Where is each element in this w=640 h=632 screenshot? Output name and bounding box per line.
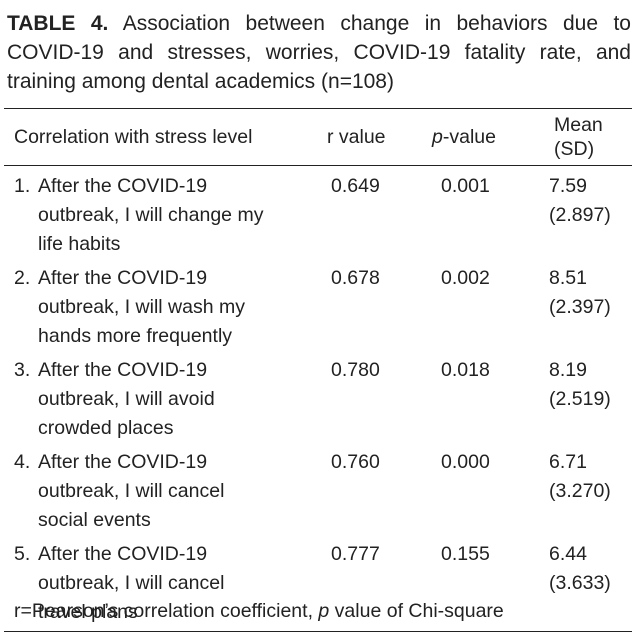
row-number: 1.: [14, 175, 31, 197]
header-p-italic: p: [432, 126, 443, 148]
row-r-value: 0.649: [331, 175, 380, 197]
table-footnote: r=Pearson’s correlation coefficient, p v…: [14, 598, 504, 624]
header-mean-sd: Mean (SD): [542, 108, 632, 166]
header-p-value: p-value: [428, 108, 542, 166]
table-header-row: Correlation with stress level r value p-…: [4, 108, 632, 166]
table-row: 2. After the COVID-19 outbreak, I will wa…: [4, 259, 632, 351]
row-statement: After the COVID-19 outbreak, I will canc…: [38, 543, 225, 623]
row-p-value: 0.002: [441, 267, 490, 289]
table-row: 1. After the COVID-19 outbreak, I will ch…: [4, 166, 632, 260]
row-mean-sd: 6.71 (3.270): [549, 451, 611, 502]
row-statement: After the COVID-19 outbreak, I will canc…: [38, 451, 225, 531]
row-number: 4.: [14, 451, 31, 473]
row-number: 3.: [14, 359, 31, 381]
row-p-value: 0.018: [441, 359, 490, 381]
table-row: 5. After the COVID-19 outbreak, I will ca…: [4, 535, 632, 632]
row-number: 5.: [14, 543, 31, 565]
row-mean-sd: 7.59 (2.897): [549, 175, 611, 226]
footnote-p-italic: p: [318, 600, 330, 622]
header-r-value: r value: [313, 108, 428, 166]
row-r-value: 0.760: [331, 451, 380, 473]
table-row: 3. After the COVID-19 outbreak, I will av…: [4, 351, 632, 443]
table-caption-label: TABLE 4.: [7, 12, 109, 35]
row-p-value: 0.000: [441, 451, 490, 473]
row-number: 2.: [14, 267, 31, 289]
table-row: 4. After the COVID-19 outbreak, I will ca…: [4, 443, 632, 535]
row-statement: After the COVID-19 outbreak, I will wash…: [38, 267, 245, 347]
correlation-table: Correlation with stress level r value p-…: [4, 108, 632, 632]
row-r-value: 0.678: [331, 267, 380, 289]
row-statement: After the COVID-19 outbreak, I will chan…: [38, 175, 264, 255]
row-mean-sd: 6.44 (3.633): [542, 535, 632, 632]
row-p-value: 0.001: [441, 175, 490, 197]
row-mean-sd: 8.19 (2.519): [549, 359, 611, 410]
header-p-rest: -value: [442, 126, 496, 148]
header-correlation: Correlation with stress level: [4, 108, 313, 166]
footnote-text-2: value of Chi-square: [329, 600, 504, 622]
footnote-text-1: r=Pearson’s correlation coefficient,: [14, 600, 319, 622]
row-statement: After the COVID-19 outbreak, I will avoi…: [38, 359, 215, 439]
row-r-value: 0.780: [331, 359, 380, 381]
row-mean-sd: 8.51 (2.397): [549, 267, 611, 318]
table-caption-text: Association between change in behaviors …: [7, 12, 631, 93]
row-p-value: 0.155: [428, 535, 542, 632]
table-caption: TABLE 4. Association between change in b…: [7, 9, 631, 96]
row-r-value: 0.777: [313, 535, 428, 632]
